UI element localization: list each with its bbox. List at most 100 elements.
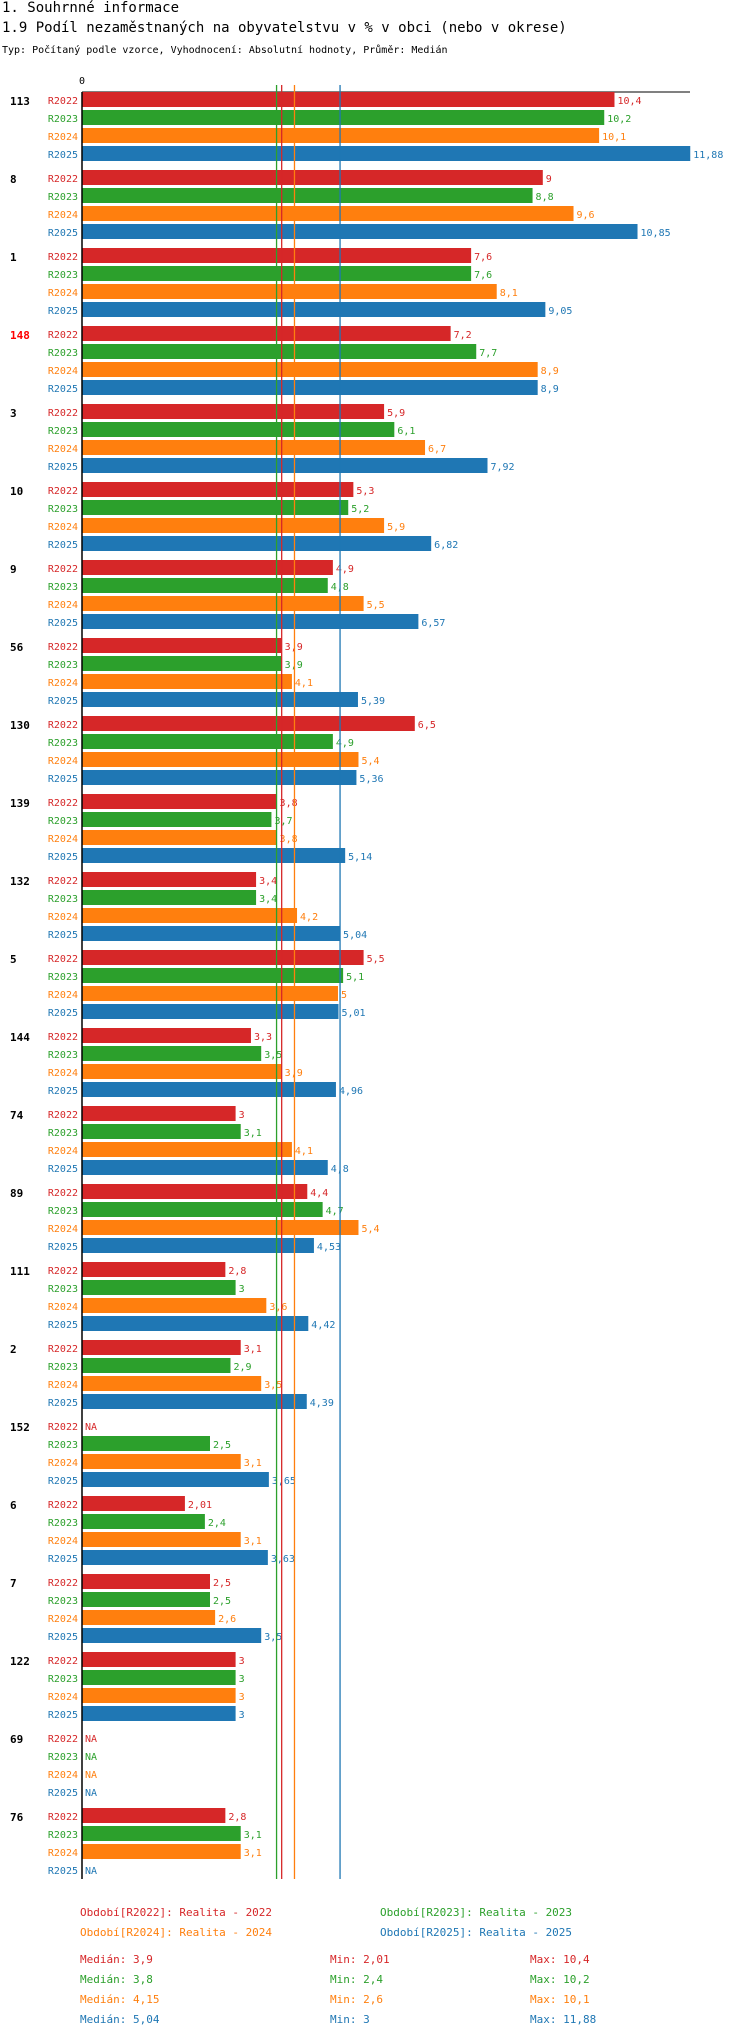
data-label: 3: [239, 1656, 245, 1667]
group-label: 9: [10, 563, 17, 576]
bar: [82, 1082, 336, 1097]
bar: [82, 1454, 241, 1469]
data-label: 4,4: [310, 1188, 328, 1199]
series-label: R2023: [48, 270, 78, 281]
bar: [82, 596, 364, 611]
bar: [82, 872, 257, 887]
data-label: 3,8: [280, 834, 298, 845]
data-label: 2,5: [213, 1440, 231, 1451]
data-label: 8,9: [541, 366, 559, 377]
bar: [82, 1394, 307, 1409]
bar: [82, 1160, 328, 1175]
group-label: 130: [10, 719, 30, 732]
series-label: R2024: [48, 1068, 78, 1079]
bar: [82, 1436, 210, 1451]
bar: [82, 146, 691, 161]
data-label: 10,4: [617, 96, 641, 107]
series-label: R2024: [48, 1380, 78, 1391]
bar: [82, 1298, 267, 1313]
data-label: 3: [239, 1674, 245, 1685]
bar: [82, 1028, 251, 1043]
bar: [82, 794, 277, 809]
series-label: R2025: [48, 1086, 78, 1097]
data-label: 8,8: [536, 192, 554, 203]
bar: [82, 1610, 216, 1625]
group-label: 89: [10, 1187, 23, 1200]
series-label: R2022: [48, 1266, 78, 1277]
data-label: 4,42: [311, 1320, 335, 1331]
series-label: R2024: [48, 1146, 78, 1157]
series-label: R2022: [48, 1812, 78, 1823]
legend-min-r2023: Min: 2,4: [330, 1973, 383, 1986]
series-label: R2022: [48, 1032, 78, 1043]
group-label: 74: [10, 1109, 24, 1122]
data-label: 3: [239, 1692, 245, 1703]
series-label: R2025: [48, 1320, 78, 1331]
series-label: R2024: [48, 288, 78, 299]
series-label: R2022: [48, 1110, 78, 1121]
series-label: R2024: [48, 1614, 78, 1625]
series-label: R2022: [48, 1422, 78, 1433]
series-label: R2024: [48, 1692, 78, 1703]
series-label: R2022: [48, 720, 78, 731]
data-label: 6,82: [434, 540, 458, 551]
series-label: R2023: [48, 1596, 78, 1607]
bar: [82, 1826, 241, 1841]
data-label: 4,96: [339, 1086, 363, 1097]
series-label: R2022: [48, 486, 78, 497]
data-label: 5,04: [343, 930, 367, 941]
series-label: R2023: [48, 582, 78, 593]
data-label: 2,01: [188, 1500, 212, 1511]
series-label: R2025: [48, 1476, 78, 1487]
bar: [82, 1316, 309, 1331]
data-label: 3: [239, 1710, 245, 1721]
data-label: 6,57: [421, 618, 445, 629]
bar: [82, 812, 272, 827]
series-label: R2025: [48, 306, 78, 317]
data-label: 3,4: [259, 894, 277, 905]
bar: [82, 1670, 236, 1685]
data-label: 4,39: [310, 1398, 334, 1409]
data-label: 3,3: [254, 1032, 272, 1043]
data-label: 3,1: [244, 1830, 262, 1841]
data-label: 7,6: [474, 252, 492, 263]
group-label: 8: [10, 173, 17, 186]
legend-median-r2023: Medián: 3,8: [80, 1973, 153, 1986]
legend-max-r2024: Max: 10,1: [530, 1993, 590, 2006]
series-label: R2023: [48, 426, 78, 437]
bar: [82, 770, 357, 785]
bar: [82, 536, 432, 551]
series-label: R2023: [48, 504, 78, 515]
group-label: 139: [10, 797, 30, 810]
series-label: R2023: [48, 972, 78, 983]
data-label: 5,01: [342, 1008, 366, 1019]
series-label: R2023: [48, 816, 78, 827]
group-label: 7: [10, 1577, 17, 1590]
bar: [82, 1628, 262, 1643]
bar: [82, 848, 346, 863]
series-label: R2023: [48, 1206, 78, 1217]
data-label: 2,8: [228, 1812, 246, 1823]
data-label: 7,7: [479, 348, 497, 359]
data-label: 3,1: [244, 1848, 262, 1859]
series-label: R2024: [48, 444, 78, 455]
group-label: 2: [10, 1343, 17, 1356]
series-label: R2022: [48, 642, 78, 653]
bar: [82, 1376, 262, 1391]
series-label: R2023: [48, 1128, 78, 1139]
data-label: 3,9: [285, 1068, 303, 1079]
bar: [82, 716, 415, 731]
data-label: 4,9: [336, 738, 354, 749]
bar: [82, 1688, 236, 1703]
bar: [82, 1652, 236, 1667]
group-label: 111: [10, 1265, 30, 1278]
series-label: R2023: [48, 738, 78, 749]
bar: [82, 752, 359, 767]
data-label: NA: [85, 1866, 97, 1877]
series-label: R2024: [48, 1770, 78, 1781]
bar: [82, 908, 298, 923]
data-label: 3,9: [285, 660, 303, 671]
legend-period-r2023: Období[R2023]: Realita - 2023: [380, 1906, 573, 1919]
group-label: 144: [10, 1031, 30, 1044]
